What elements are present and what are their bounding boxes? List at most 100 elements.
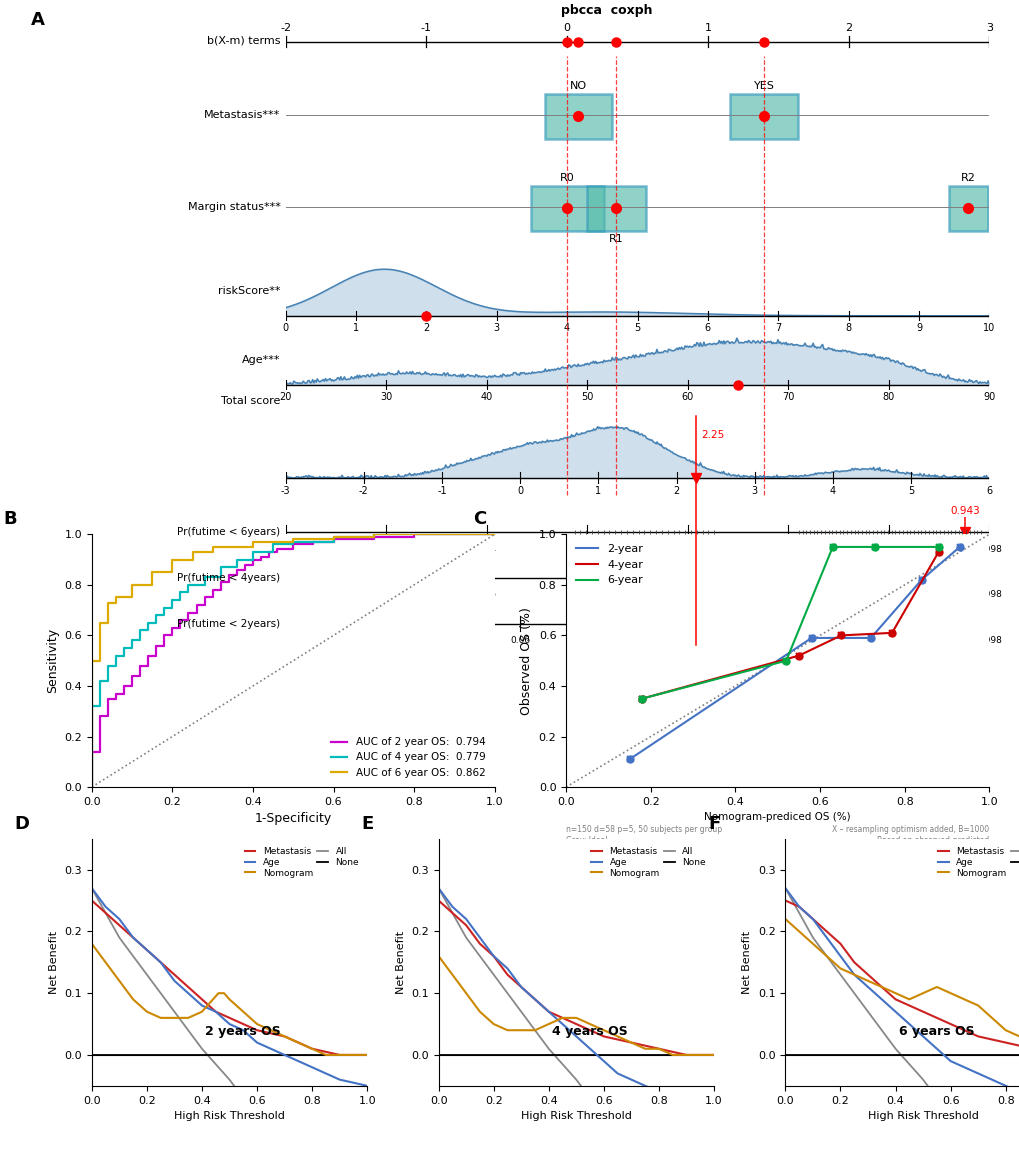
Age — [320, 1066, 332, 1080]
Text: 2 years OS: 2 years OS — [205, 1025, 281, 1038]
Age — [292, 1055, 305, 1069]
Text: F: F — [707, 815, 719, 833]
Nomogram — [196, 1004, 208, 1018]
Nomogram — [251, 1017, 263, 1031]
6-year — [868, 540, 880, 554]
X-axis label: High Risk Threshold: High Risk Threshold — [867, 1111, 977, 1121]
4-year — [835, 629, 847, 642]
Text: 0.3: 0.3 — [580, 591, 594, 600]
All — [487, 967, 499, 981]
Nomogram — [971, 998, 983, 1012]
4-year — [886, 626, 898, 640]
Nomogram — [212, 986, 224, 1000]
Text: 0.3: 0.3 — [668, 637, 683, 646]
AUC of 2 year OS:  0.794: (0.34, 0.84): 0.794: (0.34, 0.84) — [222, 568, 234, 581]
AUC of 4 year OS:  0.779: (0.28, 0.83): 0.779: (0.28, 0.83) — [199, 570, 211, 584]
Age — [432, 881, 444, 895]
Text: 40: 40 — [480, 392, 492, 402]
Nomogram — [680, 1048, 692, 1062]
Metastasis — [806, 912, 818, 926]
Nomogram — [361, 1048, 373, 1062]
Text: A: A — [31, 11, 45, 30]
Text: 0.015: 0.015 — [351, 637, 376, 646]
Nomogram — [707, 1048, 719, 1062]
Nomogram — [570, 1011, 582, 1025]
All — [570, 1073, 582, 1087]
4-year — [636, 692, 648, 705]
Text: -1: -1 — [421, 23, 431, 33]
Text: 0.468: 0.468 — [622, 597, 652, 608]
Nomogram — [638, 1042, 650, 1056]
Nomogram — [597, 1024, 609, 1038]
Text: 0.943: 0.943 — [949, 506, 978, 516]
AUC of 2 year OS:  0.794: (0.2, 0.63): 0.794: (0.2, 0.63) — [166, 620, 178, 634]
AUC of 4 year OS:  0.779: (0.45, 0.96): 0.779: (0.45, 0.96) — [267, 538, 279, 552]
Metastasis — [680, 1048, 692, 1062]
All — [542, 1042, 554, 1056]
All — [515, 1004, 527, 1018]
Text: R0: R0 — [559, 172, 574, 183]
All — [971, 1147, 983, 1149]
Age — [86, 881, 98, 895]
Nomogram — [903, 993, 915, 1007]
Age — [556, 1017, 569, 1031]
Nomogram — [999, 1024, 1011, 1038]
Text: 0.965: 0.965 — [898, 637, 923, 646]
Age — [210, 1004, 222, 1018]
Text: riskScore**: riskScore** — [218, 286, 280, 295]
Age — [542, 1004, 554, 1018]
AUC of 6 year OS:  0.862: (0.9, 1): 0.862: (0.9, 1) — [448, 527, 461, 541]
AUC of 6 year OS:  0.862: (1, 1): 0.862: (1, 1) — [488, 527, 500, 541]
All — [141, 967, 153, 981]
Legend: AUC of 2 year OS:  0.794, AUC of 4 year OS:  0.779, AUC of 6 year OS:  0.862: AUC of 2 year OS: 0.794, AUC of 4 year O… — [326, 733, 489, 781]
Text: 90: 90 — [982, 392, 995, 402]
Y-axis label: Net Benefit: Net Benefit — [742, 931, 752, 994]
Text: -1: -1 — [437, 486, 446, 496]
Nomogram — [847, 967, 859, 981]
Age — [861, 980, 873, 994]
Text: 4: 4 — [564, 323, 570, 333]
All — [86, 881, 98, 895]
Nomogram — [306, 1042, 318, 1056]
Text: R2: R2 — [960, 172, 975, 183]
Legend: Metastasis, Age, Nomogram, All, None: Metastasis, Age, Nomogram, All, None — [933, 843, 1019, 881]
Age — [570, 1030, 582, 1043]
All — [196, 1042, 208, 1056]
Nomogram — [181, 1011, 194, 1025]
All — [432, 881, 444, 895]
Nomogram — [320, 1048, 332, 1062]
Metastasis — [916, 1004, 928, 1018]
Age — [903, 1017, 915, 1031]
AUC of 2 year OS:  0.794: (0.26, 0.72): 0.794: (0.26, 0.72) — [191, 599, 203, 612]
All — [834, 967, 846, 981]
Line: Nomogram: Nomogram — [785, 919, 1019, 1055]
Age — [515, 980, 527, 994]
AUC of 6 year OS:  0.862: (0.6, 0.99): 0.862: (0.6, 0.99) — [327, 530, 339, 543]
AUC of 2 year OS:  0.794: (0.3, 0.78): 0.794: (0.3, 0.78) — [206, 583, 218, 596]
Text: NO: NO — [570, 80, 586, 91]
Text: 2: 2 — [673, 486, 679, 496]
All — [889, 1042, 901, 1056]
Nomogram — [168, 1011, 180, 1025]
Legend: Metastasis, Age, Nomogram, All, None: Metastasis, Age, Nomogram, All, None — [240, 843, 363, 881]
Metastasis — [999, 1035, 1011, 1049]
Nomogram — [929, 980, 942, 994]
Text: 0.07: 0.07 — [376, 591, 395, 600]
Age — [819, 931, 832, 944]
Text: 0.03: 0.03 — [275, 591, 296, 600]
Age — [984, 1073, 997, 1087]
All — [793, 905, 805, 919]
X-axis label: High Risk Threshold: High Risk Threshold — [521, 1111, 631, 1121]
AUC of 4 year OS:  0.779: (0, 0): 0.779: (0, 0) — [86, 780, 98, 794]
2-year — [623, 753, 635, 766]
Text: 1: 1 — [704, 23, 710, 33]
AUC of 6 year OS:  0.862: (0.06, 0.75): 0.862: (0.06, 0.75) — [110, 591, 122, 604]
Metastasis — [971, 1030, 983, 1043]
Nomogram — [556, 1011, 569, 1025]
Text: -2: -2 — [280, 23, 290, 33]
Nomogram — [126, 993, 139, 1007]
Nomogram — [957, 993, 969, 1007]
Text: Age***: Age*** — [242, 355, 280, 364]
Age — [196, 998, 208, 1012]
Metastasis — [597, 1030, 609, 1043]
